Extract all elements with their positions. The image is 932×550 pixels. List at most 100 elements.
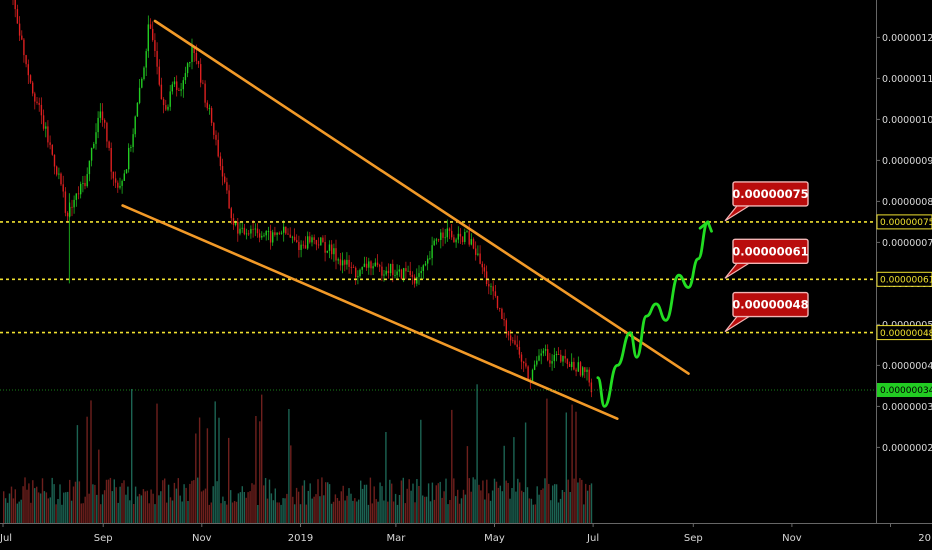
candle-body bbox=[413, 276, 416, 284]
volume-bar bbox=[63, 492, 65, 523]
volume-bar bbox=[307, 490, 309, 523]
candle-body bbox=[234, 221, 237, 225]
volume-bar bbox=[12, 498, 15, 523]
candle-body bbox=[99, 111, 101, 118]
volume-bar bbox=[41, 478, 44, 523]
volume-bar bbox=[313, 496, 315, 523]
candle-body bbox=[29, 75, 32, 83]
callout-pointer bbox=[724, 205, 750, 222]
volume-bar bbox=[470, 491, 472, 523]
volume-bar bbox=[348, 488, 350, 523]
volume-bar bbox=[567, 479, 569, 523]
volume-bar bbox=[412, 483, 414, 523]
candle-body bbox=[590, 382, 593, 393]
candle-body bbox=[582, 367, 584, 376]
volume-bar bbox=[358, 499, 360, 523]
volume-bar bbox=[396, 504, 399, 523]
volume-bar bbox=[37, 492, 40, 523]
volume-bar bbox=[72, 486, 75, 523]
candle-body bbox=[14, 0, 16, 10]
candle-body bbox=[407, 270, 409, 272]
volume-bar bbox=[387, 501, 389, 523]
candle-body bbox=[165, 105, 167, 110]
candle-body bbox=[200, 64, 202, 83]
volume-bar bbox=[571, 404, 573, 523]
candle-body bbox=[335, 248, 337, 261]
candle-body bbox=[483, 267, 486, 272]
candle-body bbox=[84, 183, 86, 187]
volume-bar bbox=[482, 480, 484, 523]
time-axis[interactable]: Jul Sep Nov 2019 Mar May Jul Sep Nov 20 bbox=[0, 523, 931, 544]
candle-body bbox=[280, 232, 283, 234]
x-tick-label: May bbox=[484, 533, 505, 544]
volume-bar bbox=[28, 483, 30, 523]
price-callout: 0.00000075 bbox=[724, 181, 809, 222]
volume-bar bbox=[61, 504, 63, 523]
candle-body bbox=[577, 362, 579, 372]
volume-bar bbox=[247, 492, 249, 523]
volume-bar bbox=[437, 483, 439, 523]
volume-bar bbox=[542, 488, 544, 523]
volume-bar bbox=[206, 428, 209, 523]
volume-bar bbox=[220, 503, 222, 523]
volume-bar bbox=[342, 485, 344, 523]
volume-bar bbox=[49, 497, 51, 523]
volume-bar bbox=[439, 481, 441, 523]
candle-body bbox=[472, 239, 475, 249]
volume-bar bbox=[526, 487, 529, 523]
candle-body bbox=[73, 199, 75, 208]
volume-bar bbox=[113, 479, 115, 523]
level-price-tag bbox=[876, 325, 932, 341]
volume-bar bbox=[131, 389, 133, 523]
candle-body bbox=[579, 362, 582, 376]
volume-bar bbox=[557, 502, 560, 523]
candle-body bbox=[75, 193, 77, 200]
volume-bar bbox=[133, 504, 135, 523]
candle-body bbox=[97, 117, 99, 133]
volume-bar bbox=[53, 484, 55, 523]
candle-body bbox=[324, 242, 326, 253]
volume-bar bbox=[301, 485, 304, 523]
volume-bar bbox=[565, 412, 567, 523]
volume-bar bbox=[511, 488, 513, 523]
wedge-lower-line bbox=[121, 204, 619, 421]
candle-body bbox=[429, 258, 431, 259]
volume-bar bbox=[573, 478, 575, 523]
volume-bar bbox=[4, 498, 7, 523]
volume-bar bbox=[327, 482, 329, 523]
candle-body bbox=[141, 78, 143, 88]
volume-bar bbox=[257, 505, 259, 523]
candle-body bbox=[542, 350, 545, 354]
volume-bar bbox=[586, 490, 589, 523]
candle-body bbox=[409, 270, 411, 276]
candle-body bbox=[145, 51, 147, 68]
candle-body bbox=[507, 331, 510, 336]
volume-bar bbox=[559, 498, 562, 523]
volume-bar bbox=[158, 495, 160, 523]
volume-bar bbox=[517, 478, 519, 523]
candle-body bbox=[331, 244, 333, 255]
candle-body bbox=[424, 263, 427, 266]
volume-bar bbox=[297, 491, 300, 523]
volume-bar bbox=[522, 492, 525, 523]
level-price-tag-label: 0.00000061 bbox=[880, 276, 932, 286]
volume-bar bbox=[218, 417, 220, 523]
volume-bar bbox=[294, 504, 296, 523]
volume-bar bbox=[451, 409, 453, 523]
volume-bar bbox=[458, 503, 461, 523]
x-tick-label: Mar bbox=[386, 533, 406, 544]
candle-body bbox=[368, 261, 370, 268]
candle-body bbox=[427, 258, 429, 264]
volume-bar bbox=[154, 504, 156, 523]
candle-body bbox=[254, 228, 256, 230]
candle-body bbox=[309, 236, 311, 243]
candle-body bbox=[274, 232, 276, 235]
volume-bar bbox=[400, 480, 403, 523]
volume-bar bbox=[208, 504, 210, 523]
candle-body bbox=[130, 147, 132, 148]
candle-body bbox=[557, 354, 560, 355]
volume-bar bbox=[191, 480, 193, 523]
candle-body bbox=[307, 236, 309, 249]
